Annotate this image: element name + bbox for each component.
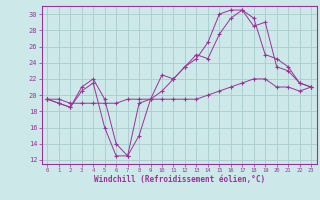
- X-axis label: Windchill (Refroidissement éolien,°C): Windchill (Refroidissement éolien,°C): [94, 175, 265, 184]
